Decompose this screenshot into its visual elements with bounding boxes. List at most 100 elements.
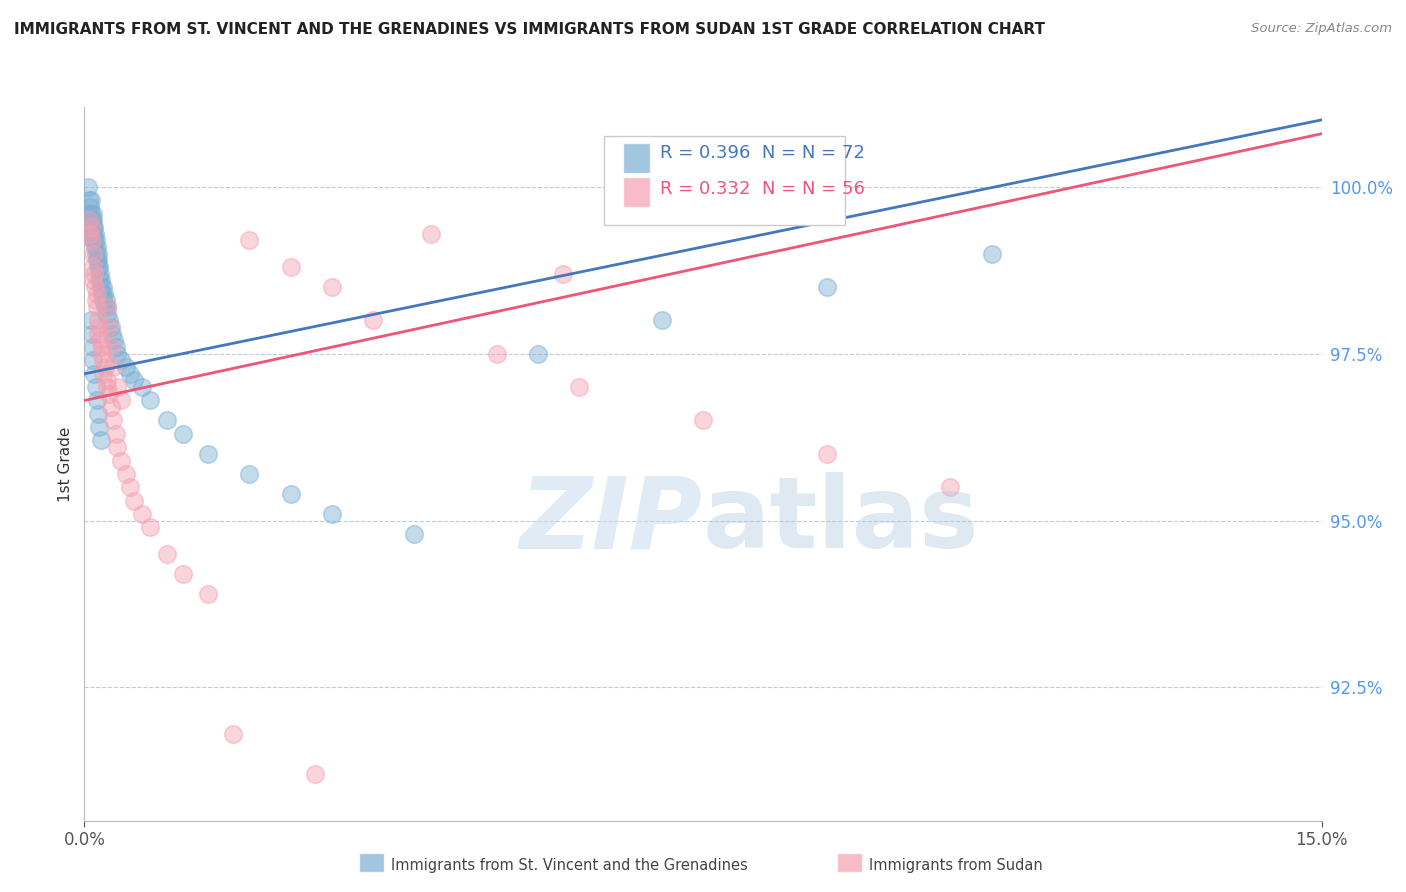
Point xyxy=(82,213,104,227)
Point xyxy=(80,194,103,208)
Point xyxy=(79,227,101,241)
Point xyxy=(114,467,136,481)
Point xyxy=(80,326,103,341)
Point xyxy=(86,300,108,314)
Point xyxy=(103,413,125,427)
Point xyxy=(280,260,302,274)
Point xyxy=(93,286,115,301)
Point xyxy=(110,353,132,368)
Point xyxy=(104,426,127,441)
Point xyxy=(105,440,128,454)
Point xyxy=(156,413,179,427)
Point xyxy=(90,273,112,287)
Point xyxy=(82,207,104,221)
Point xyxy=(91,367,114,381)
Point xyxy=(96,300,118,314)
Point xyxy=(91,280,114,294)
Point xyxy=(79,200,101,214)
Point xyxy=(89,260,111,274)
Point xyxy=(86,260,108,274)
Point xyxy=(321,507,343,521)
Point xyxy=(80,207,103,221)
Point xyxy=(100,400,122,414)
Point xyxy=(110,393,132,408)
Point xyxy=(86,246,108,260)
Point xyxy=(84,240,107,254)
Point xyxy=(83,220,105,235)
Point xyxy=(84,246,107,260)
Point xyxy=(304,767,326,781)
Point xyxy=(84,293,107,308)
Point xyxy=(80,220,103,235)
Text: ZIP: ZIP xyxy=(520,473,703,569)
Point xyxy=(122,374,145,388)
Point xyxy=(651,313,673,327)
Point xyxy=(89,420,111,434)
Point xyxy=(87,326,110,341)
FancyBboxPatch shape xyxy=(605,136,845,225)
Point xyxy=(84,227,107,241)
Point xyxy=(83,234,105,248)
Text: Source: ZipAtlas.com: Source: ZipAtlas.com xyxy=(1251,22,1392,36)
Point xyxy=(90,347,112,361)
Point xyxy=(815,280,838,294)
Point xyxy=(96,380,118,394)
Text: Immigrants from Sudan: Immigrants from Sudan xyxy=(869,858,1043,872)
Point xyxy=(82,246,104,260)
Point xyxy=(485,347,508,361)
Point xyxy=(238,234,260,248)
Point xyxy=(82,273,104,287)
Point xyxy=(139,393,162,408)
Point xyxy=(197,587,219,601)
Point xyxy=(103,360,125,375)
Point xyxy=(172,426,194,441)
Point xyxy=(83,267,105,281)
Point xyxy=(90,280,112,294)
Point xyxy=(91,353,114,368)
Point xyxy=(77,180,100,194)
Point xyxy=(82,260,104,274)
Point xyxy=(172,566,194,581)
Point xyxy=(98,313,121,327)
Point xyxy=(101,326,124,341)
Point xyxy=(90,340,112,354)
Point xyxy=(90,434,112,448)
Point xyxy=(89,334,111,348)
Text: IMMIGRANTS FROM ST. VINCENT AND THE GRENADINES VS IMMIGRANTS FROM SUDAN 1ST GRAD: IMMIGRANTS FROM ST. VINCENT AND THE GREN… xyxy=(14,22,1045,37)
Point xyxy=(280,487,302,501)
Point xyxy=(815,447,838,461)
Point xyxy=(80,234,103,248)
Text: R = 0.396  N = N = 72: R = 0.396 N = N = 72 xyxy=(659,145,865,162)
Point xyxy=(89,320,111,334)
Point xyxy=(692,413,714,427)
Point xyxy=(131,507,153,521)
Point xyxy=(139,520,162,534)
Point xyxy=(361,313,384,327)
Point xyxy=(90,286,112,301)
Point xyxy=(86,286,108,301)
Point xyxy=(118,367,141,381)
Point xyxy=(321,280,343,294)
Point xyxy=(100,320,122,334)
Point xyxy=(87,253,110,268)
Point xyxy=(82,234,104,248)
Point xyxy=(114,360,136,375)
Point xyxy=(551,267,574,281)
Point xyxy=(79,194,101,208)
Point xyxy=(527,347,550,361)
Point xyxy=(98,386,121,401)
Point xyxy=(86,313,108,327)
Point xyxy=(96,300,118,314)
Point xyxy=(96,307,118,321)
Point xyxy=(94,300,117,314)
Point xyxy=(82,220,104,235)
Y-axis label: 1st Grade: 1st Grade xyxy=(58,426,73,501)
Point xyxy=(104,340,127,354)
Point xyxy=(86,393,108,408)
Text: Immigrants from St. Vincent and the Grenadines: Immigrants from St. Vincent and the Gren… xyxy=(391,858,748,872)
Point xyxy=(80,227,103,241)
Point xyxy=(83,367,105,381)
Bar xyxy=(623,144,650,173)
Point xyxy=(568,380,591,394)
Point xyxy=(197,447,219,461)
